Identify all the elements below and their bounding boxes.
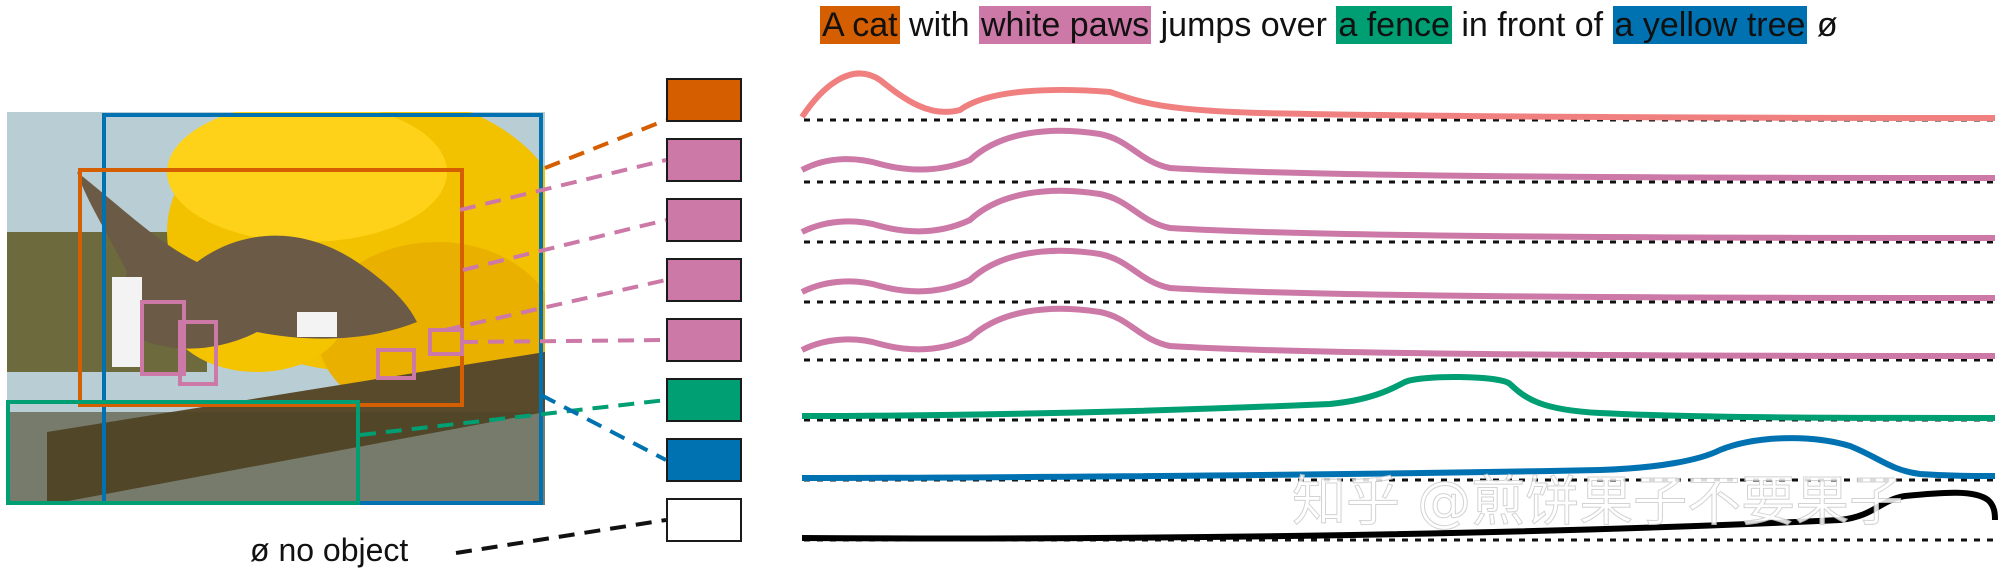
token-box-6-green (666, 378, 742, 422)
bbox-paw-2 (178, 320, 218, 386)
connector-paw-1 (459, 158, 667, 212)
bbox-cat (78, 168, 464, 407)
caption-span-in-front-of: in front of (1451, 6, 1613, 44)
caption-span-fence: a fence (1336, 6, 1452, 44)
curve-3-paw (800, 187, 1996, 241)
connector-no-object (455, 518, 667, 555)
connector-yellow-tree (540, 393, 667, 462)
bbox-fence (6, 400, 360, 505)
token-box-7-blue (666, 438, 742, 482)
token-box-8-no-object (666, 498, 742, 542)
curve-8-no-object (801, 489, 1998, 542)
input-photo (7, 112, 545, 505)
caption: A cat with white paws jumps over a fence… (820, 4, 1838, 46)
curve-2-paw (800, 127, 1996, 181)
caption-span-cat: A cat (820, 6, 900, 44)
connector-cat (544, 118, 667, 170)
caption-span-no-object: ø (1807, 6, 1838, 44)
curve-4-paw (800, 247, 1996, 301)
connector-paw-3 (444, 278, 667, 332)
token-box-4-pink (666, 258, 742, 302)
token-box-2-pink (666, 138, 742, 182)
token-box-1-orange (666, 78, 742, 122)
caption-span-yellow-tree: a yellow tree (1612, 6, 1808, 44)
caption-span-white-paws: white paws (978, 6, 1152, 44)
connector-paw-4 (461, 338, 667, 344)
curve-6-fence (801, 373, 1996, 421)
curve-1-cat (799, 70, 1996, 121)
token-box-5-pink (666, 318, 742, 362)
bbox-paw-1 (140, 300, 186, 376)
bbox-paw-3 (376, 348, 416, 380)
curve-5-paw (800, 305, 1996, 359)
watermark: 知乎 @煎饼果子不要果子 (1292, 470, 1903, 533)
no-object-label: ø no object (250, 532, 409, 568)
caption-span-jumps-over: jumps over (1151, 6, 1337, 44)
bbox-yellow-tree (102, 113, 543, 505)
caption-span-with: with (899, 6, 979, 44)
bbox-paw-4 (428, 328, 464, 356)
photo-illustration (7, 112, 545, 505)
token-box-3-pink (666, 198, 742, 242)
connector-paw-2 (462, 218, 667, 272)
curve-7-yellow-tree (801, 435, 1996, 481)
